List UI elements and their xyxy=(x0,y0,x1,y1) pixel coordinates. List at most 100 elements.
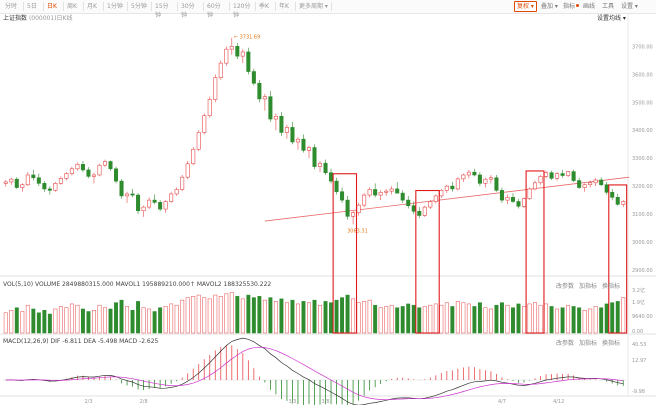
volume-bar xyxy=(152,311,157,334)
volume-tick-label: 0.00 xyxy=(632,329,643,335)
tab-10[interactable]: 120分钟 xyxy=(230,2,256,19)
candle-body xyxy=(174,189,179,195)
candle-body xyxy=(42,183,47,190)
vol-actions-link-2[interactable]: 换指标 xyxy=(602,283,621,290)
candle-body xyxy=(323,162,328,174)
candle-body xyxy=(53,183,58,191)
macd-actions-link-2[interactable]: 换指标 xyxy=(602,340,621,347)
candle-body xyxy=(334,180,339,193)
candle-body xyxy=(58,178,63,184)
volume-bar xyxy=(439,304,444,334)
volume-tick-label: 9640.00 xyxy=(632,314,653,320)
volume-bar xyxy=(505,304,510,334)
candle-body xyxy=(351,212,356,217)
vol-actions-link-1[interactable]: 加指标 xyxy=(579,283,598,290)
overlay-button[interactable]: 叠加 ▾ xyxy=(541,3,558,10)
date-label: 4/12 xyxy=(553,399,564,405)
candle-body xyxy=(251,71,256,84)
tab-12[interactable]: 年K xyxy=(276,2,296,11)
volume-bar xyxy=(136,301,141,334)
vol-actions-link-0[interactable]: 改参数 xyxy=(556,283,575,290)
candle-body xyxy=(384,190,389,193)
price-tick-label: 3400.00 xyxy=(632,128,653,134)
candle-body xyxy=(521,198,527,207)
tab-7[interactable]: 15分钟 xyxy=(152,2,178,19)
tab-3[interactable]: 周K xyxy=(64,2,84,11)
candle-body xyxy=(273,115,278,120)
volume-bar xyxy=(213,294,218,334)
volume-bar xyxy=(318,304,322,334)
volume-bar xyxy=(235,296,240,334)
tab-8[interactable]: 30分钟 xyxy=(178,2,204,19)
volume-legend: VOL(5,10) VOLUME 2849880315.000 MAVOL1 1… xyxy=(3,281,272,288)
volume-bar xyxy=(103,307,107,334)
macd-tick-label: -9.98 xyxy=(632,389,645,395)
restore-button[interactable]: 复权 ▾ xyxy=(514,1,537,12)
volume-tick-label: 1.9亿 xyxy=(632,299,645,306)
volume-bar xyxy=(312,299,317,334)
more-periods-dropdown[interactable]: 更多周期 ▾ xyxy=(296,2,332,11)
tab-1[interactable]: 5日 xyxy=(24,2,44,11)
candle-body xyxy=(604,184,609,193)
candle-body xyxy=(180,176,185,190)
tab-11[interactable]: 季K xyxy=(256,2,276,11)
date-label: 3/3 xyxy=(288,399,296,405)
volume-bar xyxy=(604,303,609,334)
volume-bar xyxy=(334,299,339,334)
candle-body xyxy=(538,176,543,184)
tab-6[interactable]: 5分钟 xyxy=(128,2,152,11)
set-ma-button[interactable]: 设置均线 ▾ xyxy=(597,15,626,22)
volume-bar xyxy=(296,303,300,334)
candle-body xyxy=(136,194,141,212)
volume-bar xyxy=(461,302,466,334)
volume-bar xyxy=(141,307,146,334)
volume-bar xyxy=(58,306,63,334)
volume-bar xyxy=(351,298,356,334)
volume-bar xyxy=(202,297,207,334)
macd-actions-link-0[interactable]: 改参数 xyxy=(556,340,575,347)
new-dot-icon xyxy=(576,4,580,7)
settings-button[interactable]: 设置 ▾ xyxy=(621,3,638,10)
tools-button[interactable]: 工具 xyxy=(602,3,615,10)
volume-bar xyxy=(9,309,14,334)
candle-body xyxy=(158,202,163,210)
candle-body xyxy=(455,178,460,190)
volume-bar xyxy=(158,307,163,334)
tab-0[interactable]: 分时 xyxy=(2,2,24,11)
tab-2[interactable]: 日K xyxy=(44,2,64,11)
volume-bar xyxy=(499,302,504,334)
volume-bar xyxy=(108,308,113,334)
candle-body xyxy=(202,115,207,133)
candle-body xyxy=(395,188,400,194)
indicator-button[interactable]: 指标 xyxy=(563,2,580,11)
candle-body xyxy=(301,138,306,151)
candle-body xyxy=(152,199,157,203)
candle-body xyxy=(400,192,405,201)
volume-bar xyxy=(450,306,455,334)
volume-bar xyxy=(163,306,168,334)
volume-bar xyxy=(533,302,537,334)
tab-9[interactable]: 60分钟 xyxy=(204,2,230,19)
macd-actions-link-1[interactable]: 加指标 xyxy=(579,340,598,347)
volume-bar xyxy=(389,304,394,334)
volume-bar xyxy=(610,302,615,334)
candle-body xyxy=(235,46,240,57)
volume-bar xyxy=(20,311,25,334)
volume-bar xyxy=(593,306,598,334)
volume-bar xyxy=(422,306,427,334)
tab-4[interactable]: 月K xyxy=(84,2,104,11)
candle-body xyxy=(290,127,295,143)
chevron-down-icon: ▾ xyxy=(621,15,626,22)
candle-body xyxy=(483,178,488,184)
tab-5[interactable]: 1分钟 xyxy=(104,2,128,11)
volume-bar xyxy=(307,302,311,334)
candle-body xyxy=(433,195,438,202)
volume-bar xyxy=(218,296,223,334)
candle-body xyxy=(488,177,493,180)
volume-bar xyxy=(571,306,576,334)
candle-body xyxy=(477,174,482,184)
draw-line-button[interactable]: 画线 xyxy=(583,3,596,10)
candle-body xyxy=(69,168,74,174)
volume-bar xyxy=(224,293,229,334)
